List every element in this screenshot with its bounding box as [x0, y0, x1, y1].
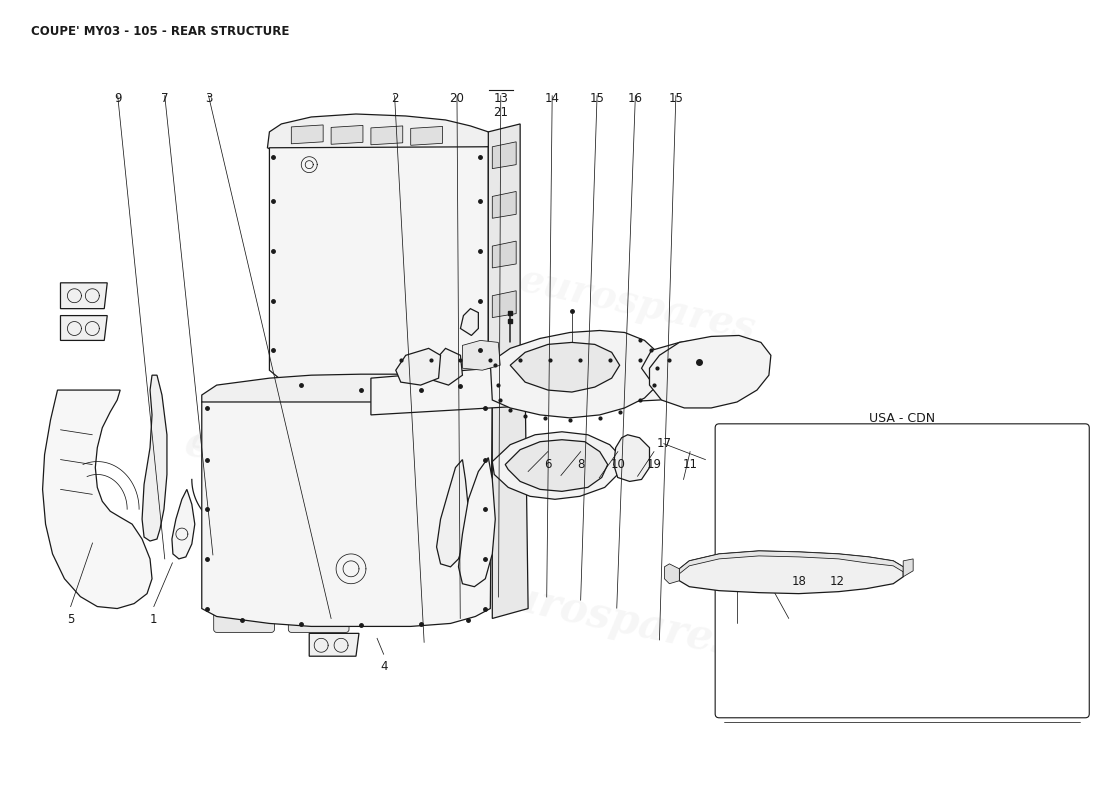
FancyBboxPatch shape: [211, 487, 282, 545]
Polygon shape: [680, 551, 903, 594]
Text: 7: 7: [161, 92, 168, 105]
Polygon shape: [60, 315, 107, 341]
FancyBboxPatch shape: [286, 487, 356, 545]
FancyBboxPatch shape: [286, 430, 356, 487]
Polygon shape: [462, 341, 501, 370]
Polygon shape: [614, 434, 649, 482]
Text: 14: 14: [544, 92, 560, 105]
Polygon shape: [493, 432, 622, 499]
Polygon shape: [641, 338, 747, 388]
Text: eurospares: eurospares: [187, 420, 431, 507]
Text: 15: 15: [590, 92, 605, 105]
Text: 13: 13: [493, 92, 508, 105]
Text: 21: 21: [493, 106, 508, 119]
Text: 15: 15: [669, 92, 683, 105]
Text: 5: 5: [67, 613, 75, 626]
FancyBboxPatch shape: [211, 545, 282, 602]
Text: eurospares: eurospares: [480, 571, 740, 666]
FancyBboxPatch shape: [213, 605, 274, 632]
Polygon shape: [649, 335, 771, 408]
Polygon shape: [488, 124, 520, 366]
Polygon shape: [172, 490, 195, 559]
FancyBboxPatch shape: [361, 430, 430, 487]
Polygon shape: [491, 330, 661, 418]
Text: 3: 3: [205, 92, 212, 105]
Polygon shape: [437, 459, 469, 567]
FancyBboxPatch shape: [361, 487, 430, 545]
Text: 16: 16: [628, 92, 642, 105]
Text: 10: 10: [610, 458, 625, 470]
FancyBboxPatch shape: [279, 293, 339, 342]
FancyBboxPatch shape: [280, 351, 338, 392]
Polygon shape: [680, 551, 903, 574]
FancyBboxPatch shape: [465, 347, 482, 362]
Polygon shape: [903, 559, 913, 577]
Polygon shape: [371, 126, 403, 145]
Text: 12: 12: [829, 574, 844, 588]
FancyBboxPatch shape: [481, 347, 498, 362]
Polygon shape: [309, 634, 359, 656]
Polygon shape: [267, 114, 491, 160]
Text: 17: 17: [657, 437, 671, 450]
FancyBboxPatch shape: [342, 351, 399, 392]
Polygon shape: [459, 458, 495, 586]
FancyBboxPatch shape: [279, 178, 339, 227]
Text: 20: 20: [450, 92, 464, 105]
FancyBboxPatch shape: [597, 370, 641, 396]
FancyBboxPatch shape: [538, 373, 582, 399]
FancyBboxPatch shape: [403, 235, 462, 285]
Polygon shape: [505, 440, 607, 491]
Text: 11: 11: [683, 458, 697, 470]
Polygon shape: [142, 375, 167, 541]
Text: 4: 4: [379, 660, 387, 673]
Polygon shape: [201, 374, 493, 415]
FancyBboxPatch shape: [288, 605, 349, 632]
FancyBboxPatch shape: [279, 235, 339, 285]
Polygon shape: [493, 191, 516, 218]
Text: COUPE' MY03 - 105 - REAR STRUCTURE: COUPE' MY03 - 105 - REAR STRUCTURE: [31, 25, 289, 38]
Polygon shape: [201, 402, 493, 626]
FancyBboxPatch shape: [341, 293, 400, 342]
Text: eurospares: eurospares: [180, 422, 441, 517]
FancyBboxPatch shape: [211, 430, 282, 487]
Polygon shape: [664, 564, 680, 584]
Text: 19: 19: [647, 458, 661, 470]
Polygon shape: [371, 355, 714, 415]
FancyBboxPatch shape: [403, 178, 462, 227]
Text: USA - CDN: USA - CDN: [869, 412, 935, 425]
Polygon shape: [331, 126, 363, 144]
FancyBboxPatch shape: [286, 545, 356, 602]
Polygon shape: [410, 126, 442, 146]
Text: 6: 6: [544, 458, 551, 470]
Polygon shape: [659, 346, 739, 374]
Text: 18: 18: [792, 574, 807, 588]
Polygon shape: [510, 342, 619, 392]
Text: eurospares: eurospares: [516, 261, 759, 348]
FancyBboxPatch shape: [361, 545, 430, 602]
Polygon shape: [493, 241, 516, 268]
FancyBboxPatch shape: [341, 178, 400, 227]
FancyBboxPatch shape: [341, 235, 400, 285]
Polygon shape: [60, 283, 107, 309]
Polygon shape: [430, 348, 462, 385]
Polygon shape: [493, 385, 528, 618]
Polygon shape: [493, 290, 516, 318]
FancyBboxPatch shape: [403, 293, 462, 342]
Polygon shape: [43, 390, 152, 609]
Polygon shape: [493, 142, 516, 169]
Polygon shape: [461, 309, 478, 335]
Text: 1: 1: [150, 613, 157, 626]
Text: 2: 2: [390, 92, 398, 105]
Polygon shape: [292, 125, 323, 144]
Polygon shape: [396, 348, 441, 385]
Text: 9: 9: [114, 92, 121, 105]
Polygon shape: [779, 569, 860, 603]
Text: 8: 8: [578, 458, 584, 470]
Polygon shape: [270, 146, 488, 393]
FancyBboxPatch shape: [715, 424, 1089, 718]
